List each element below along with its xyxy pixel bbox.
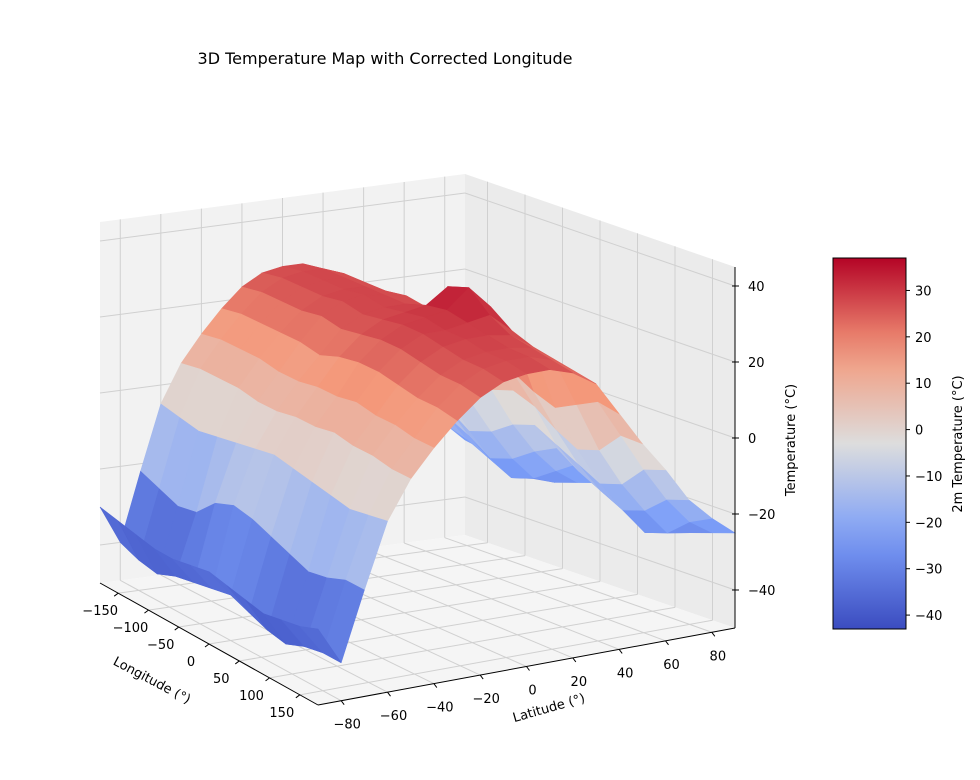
x-axis-ticks: −150 −100 −50 0 50 100 150 xyxy=(82,592,301,721)
x-tick-mark xyxy=(113,592,119,597)
z-tick-label: −40 xyxy=(748,584,775,599)
surface-patch xyxy=(299,626,342,663)
x-tick-mark xyxy=(295,694,301,699)
colorbar-tick-label: 10 xyxy=(915,377,932,392)
x-tick-label: −50 xyxy=(147,638,174,653)
x-tick-label: 150 xyxy=(269,706,294,721)
colorbar-scale xyxy=(832,257,907,630)
x-tick-label: 0 xyxy=(187,655,195,670)
wall-grid-line xyxy=(464,496,736,591)
wall-grid-line xyxy=(464,268,736,363)
wall-grid-line xyxy=(464,192,736,287)
y-tick-label: 0 xyxy=(528,684,536,699)
y-tick-mark xyxy=(618,649,623,654)
y-tick-label: −20 xyxy=(472,692,499,707)
x-tick-mark xyxy=(265,677,270,682)
z-tick-label: 40 xyxy=(748,280,765,295)
colorbar-tick-label: −20 xyxy=(915,516,942,531)
y-tick-label: −80 xyxy=(333,718,360,733)
y-tick-label: −60 xyxy=(380,709,407,724)
z-tick-label: −20 xyxy=(748,508,775,523)
y-tick-label: 80 xyxy=(710,649,727,664)
colorbar-label: 2m Temperature (°C) xyxy=(951,375,966,512)
z-axis-label: Temperature (°C) xyxy=(784,384,799,497)
floor-grid-line xyxy=(444,537,713,633)
y-tick-mark xyxy=(711,631,716,637)
y-axis-label: Latitude (°) xyxy=(511,691,587,726)
y-tick-label: 20 xyxy=(571,675,588,690)
y-tick-mark xyxy=(526,666,530,671)
y-tick-label: 60 xyxy=(663,658,680,673)
y-tick-mark xyxy=(433,683,438,688)
y-tick-mark xyxy=(665,640,669,646)
x-tick-label: −150 xyxy=(82,604,118,619)
x-tick-mark xyxy=(144,609,149,614)
colorbar-tick-label: −10 xyxy=(915,470,942,485)
floor-grid-line xyxy=(120,579,342,702)
floor-grid-line xyxy=(403,542,666,642)
floor-grid-line xyxy=(363,547,620,650)
y-tick-mark xyxy=(572,657,577,663)
colorbar: −40 −30 −20 −10 0 10 20 30 xyxy=(832,257,942,630)
y-tick-mark xyxy=(340,700,345,706)
colorbar-tick-label: 0 xyxy=(915,424,923,439)
z-tick-label: 0 xyxy=(748,432,756,447)
x-axis-label: Longitude (°) xyxy=(110,654,192,707)
x-tick-mark xyxy=(174,626,180,631)
wall-grid-line xyxy=(99,192,466,242)
colorbar-tick-label: −40 xyxy=(915,609,942,624)
x-tick-label: 50 xyxy=(213,672,230,687)
colorbar-tick-label: 20 xyxy=(915,331,932,346)
y-tick-mark xyxy=(479,674,484,680)
x-tick-mark xyxy=(234,660,240,665)
x-tick-label: 100 xyxy=(239,689,264,704)
y-axis-ticks: −80 −60 −40 −20 0 20 40 60 80 xyxy=(333,631,727,733)
temperature-surface xyxy=(99,263,737,664)
x-tick-mark xyxy=(204,643,210,648)
chart-title: 3D Temperature Map with Corrected Longit… xyxy=(198,49,573,68)
y-tick-label: 40 xyxy=(617,666,634,681)
z-tick-label: 20 xyxy=(748,356,765,371)
y-tick-mark xyxy=(387,691,391,697)
x-tick-label: −100 xyxy=(113,621,149,636)
y-tick-label: −40 xyxy=(426,701,453,716)
colorbar-tick-label: 30 xyxy=(915,284,932,299)
z-axis-ticks: −40 −20 0 20 40 xyxy=(732,280,775,599)
colorbar-tick-label: −30 xyxy=(915,563,942,578)
